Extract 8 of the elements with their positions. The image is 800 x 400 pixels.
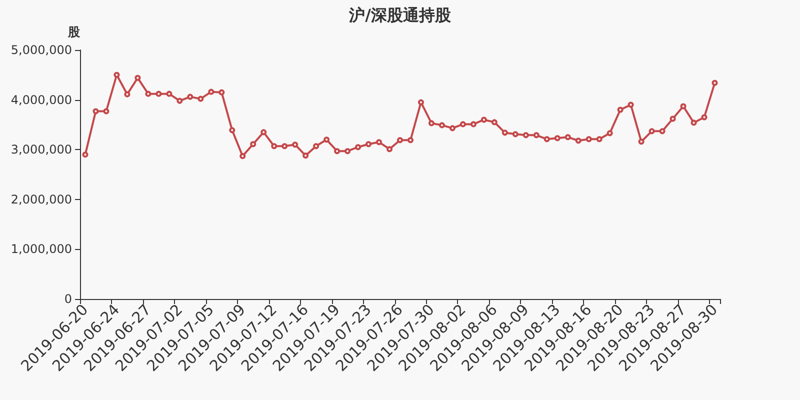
y-tick-label: 2,000,000: [10, 192, 72, 206]
y-tick-label: 5,000,000: [10, 43, 72, 57]
y-tick-label: 3,000,000: [10, 142, 72, 157]
y-axis-title: 股: [67, 25, 81, 39]
y-tick-label: 0: [64, 292, 72, 306]
y-tick-label: 4,000,000: [10, 92, 72, 107]
y-tick-label: 1,000,000: [10, 242, 72, 256]
chart-title: 沪/深股通持股: [348, 6, 452, 24]
